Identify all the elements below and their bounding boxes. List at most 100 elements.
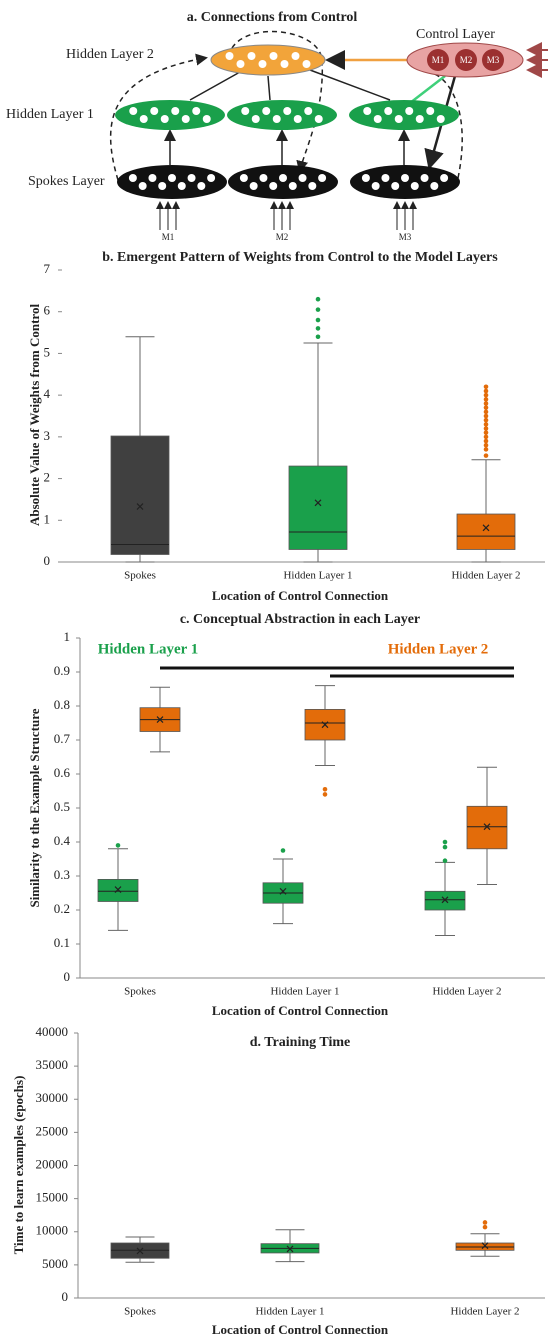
outlier — [484, 385, 489, 390]
box — [289, 466, 347, 549]
box — [98, 879, 138, 901]
chart-title: d. Training Time — [250, 1035, 351, 1050]
box-plot — [457, 385, 515, 563]
y-tick-label: 35000 — [36, 1057, 69, 1072]
hidden1-layer — [115, 100, 225, 130]
chart-title: c. Conceptual Abstraction in each Layer — [180, 612, 420, 627]
external-inputs — [530, 50, 548, 70]
y-tick-label: 2 — [44, 470, 51, 485]
box — [425, 891, 465, 910]
box-plot — [425, 840, 465, 936]
y-tick-label: 4 — [44, 386, 51, 401]
outlier — [484, 401, 489, 406]
unit — [148, 174, 156, 182]
unit — [237, 60, 245, 68]
control-arrow — [410, 76, 445, 103]
diagram-title: a. Connections from Control — [187, 10, 358, 25]
x-tick-label: Spokes — [124, 1306, 156, 1318]
unit — [411, 182, 419, 190]
box-plot — [305, 686, 345, 797]
unit — [374, 115, 382, 123]
unit — [384, 107, 392, 115]
y-tick-label: 0 — [62, 1289, 69, 1304]
y-tick-label: 0 — [44, 553, 51, 568]
unit — [273, 115, 281, 123]
unit — [139, 182, 147, 190]
outlier — [316, 307, 321, 312]
unit — [381, 174, 389, 182]
unit — [178, 182, 186, 190]
outlier — [484, 397, 489, 402]
unit-label: M1 — [432, 55, 445, 65]
outlier — [484, 410, 489, 415]
y-tick-label: 5000 — [42, 1256, 68, 1271]
y-tick-label: 20000 — [36, 1156, 69, 1171]
unit — [363, 107, 371, 115]
diagram: a. Connections from Control Hidden Layer… — [6, 10, 548, 199]
x-tick-label: Hidden Layer 2 — [432, 986, 501, 998]
unit — [262, 107, 270, 115]
unit — [197, 182, 205, 190]
unit — [315, 115, 323, 123]
input-label: M3 — [399, 232, 412, 242]
legend-entry: Hidden Layer 1 — [98, 641, 199, 657]
outlier — [316, 318, 321, 323]
unit — [405, 107, 413, 115]
box — [457, 514, 515, 549]
unit — [188, 174, 196, 182]
y-tick-label: 0.3 — [54, 867, 70, 882]
input-label: M2 — [276, 232, 289, 242]
y-axis-label: Absolute Value of Weights from Control — [27, 304, 42, 526]
y-axis-label: Similarity to the Example Structure — [27, 708, 42, 907]
unit — [129, 107, 137, 115]
unit — [168, 174, 176, 182]
unit — [430, 182, 438, 190]
x-tick-label: Hidden Layer 2 — [451, 570, 520, 582]
unit — [250, 182, 258, 190]
unit — [241, 107, 249, 115]
y-axis-label: Time to learn examples (epochs) — [11, 1076, 26, 1255]
outlier — [484, 405, 489, 410]
unit — [421, 174, 429, 182]
box — [467, 806, 507, 849]
hidden1-layer — [349, 100, 459, 130]
unit — [140, 115, 148, 123]
outlier — [281, 848, 286, 853]
x-tick-label: Hidden Layer 1 — [255, 1306, 324, 1318]
y-tick-label: 7 — [44, 261, 51, 276]
outlier — [116, 843, 121, 848]
unit — [292, 52, 300, 60]
y-tick-label: 3 — [44, 428, 51, 443]
y-tick-label: 10000 — [36, 1223, 69, 1238]
unit — [248, 52, 256, 60]
x-axis-label: Location of Control Connection — [212, 588, 389, 603]
y-tick-label: 25000 — [36, 1123, 69, 1138]
unit — [318, 174, 326, 182]
y-tick-label: 0.2 — [54, 901, 70, 916]
outlier — [443, 840, 448, 845]
input-label: M1 — [162, 232, 175, 242]
outlier — [483, 1220, 488, 1225]
unit — [259, 174, 267, 182]
layer-label: Control Layer — [416, 27, 495, 42]
outlier — [323, 792, 328, 797]
x-tick-label: Spokes — [124, 986, 156, 998]
unit — [226, 52, 234, 60]
box — [111, 436, 169, 554]
outlier — [484, 443, 489, 448]
unit — [281, 60, 289, 68]
y-tick-label: 1 — [44, 511, 51, 526]
y-tick-label: 0.7 — [54, 731, 71, 746]
outlier — [484, 418, 489, 423]
unit — [207, 174, 215, 182]
unit — [252, 115, 260, 123]
y-tick-label: 0.4 — [54, 833, 71, 848]
outlier — [484, 389, 489, 394]
unit — [372, 182, 380, 190]
unit — [161, 115, 169, 123]
box-plot — [140, 687, 180, 752]
outlier — [443, 845, 448, 850]
unit — [308, 182, 316, 190]
unit — [440, 174, 448, 182]
page: {"diagram": {"title": "a. Connections fr… — [0, 0, 548, 1339]
